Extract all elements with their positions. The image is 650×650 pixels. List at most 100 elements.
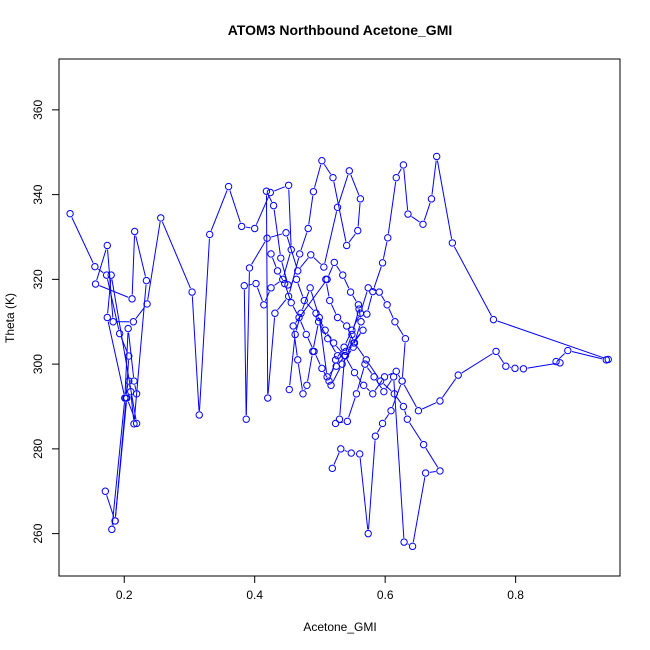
series-line-segment xyxy=(366,387,371,392)
series-line-segment xyxy=(288,189,292,246)
series-line-segment xyxy=(289,338,296,386)
series-line-segment xyxy=(297,283,304,297)
data-point xyxy=(380,387,388,396)
data-point xyxy=(287,245,295,254)
series-line-segment xyxy=(191,296,200,411)
data-point xyxy=(421,469,430,477)
series-line-segment xyxy=(270,233,283,238)
series-layer xyxy=(66,152,612,551)
series-line-segment xyxy=(345,338,352,352)
series-line-segment xyxy=(352,295,357,302)
series-line-segment xyxy=(319,321,328,373)
data-point xyxy=(121,394,129,402)
data-point xyxy=(303,381,311,390)
series-line-segment xyxy=(313,257,322,265)
series-line-segment xyxy=(356,346,365,357)
series-line-segment xyxy=(229,190,241,223)
data-point xyxy=(325,377,333,385)
series-line-segment xyxy=(461,353,493,374)
data-point xyxy=(556,359,564,367)
series-line-segment xyxy=(107,279,120,330)
series-line-segment xyxy=(135,235,146,277)
data-point xyxy=(399,402,408,411)
data-point xyxy=(294,267,302,275)
series-line-segment xyxy=(366,367,373,374)
series-line-segment xyxy=(329,342,336,353)
data-point xyxy=(318,157,326,165)
series-line-segment xyxy=(300,257,309,268)
series-line-segment xyxy=(107,321,125,395)
series-line-segment xyxy=(97,268,104,274)
data-point xyxy=(369,287,377,296)
series-line-segment xyxy=(374,379,383,391)
data-point xyxy=(364,284,372,292)
data-point xyxy=(354,226,362,235)
data-point xyxy=(604,355,612,364)
data-point xyxy=(519,365,528,373)
data-point xyxy=(324,334,332,343)
data-point xyxy=(297,309,305,317)
series-line-segment xyxy=(411,216,420,223)
data-point xyxy=(384,234,392,242)
data-point xyxy=(267,284,275,292)
data-point xyxy=(333,351,342,360)
data-point xyxy=(345,167,353,175)
series-line-segment xyxy=(127,401,136,420)
series-line-segment xyxy=(571,351,603,360)
data-point xyxy=(130,227,139,236)
series-line-segment xyxy=(387,181,397,234)
data-point xyxy=(66,209,74,218)
series-line-segment xyxy=(348,233,356,243)
data-point xyxy=(103,241,111,250)
series-line-segment xyxy=(111,279,137,420)
series-line-segment xyxy=(388,308,394,319)
data-point xyxy=(102,271,111,279)
series-line-segment xyxy=(256,287,263,302)
series-line-segment xyxy=(210,190,228,231)
data-point xyxy=(129,318,138,326)
series-line-segment xyxy=(198,238,210,411)
data-point xyxy=(315,313,323,322)
data-point xyxy=(359,326,367,334)
series-line-segment xyxy=(384,413,390,421)
data-point xyxy=(327,381,335,390)
chart-title: ATOM3 Northbound Acetone_GMI xyxy=(228,22,453,38)
data-point xyxy=(400,538,408,546)
data-point xyxy=(342,347,350,356)
series-line-segment xyxy=(307,338,313,348)
series-line-segment xyxy=(441,378,457,398)
series-line-segment xyxy=(310,291,319,314)
series-line-segment xyxy=(272,257,277,268)
data-point xyxy=(389,373,398,381)
data-point xyxy=(436,467,444,475)
data-point xyxy=(294,356,302,364)
data-point xyxy=(252,279,260,288)
data-point xyxy=(242,415,250,423)
data-point xyxy=(101,487,110,495)
data-point xyxy=(125,352,133,360)
data-point xyxy=(401,334,410,343)
data-point xyxy=(398,377,406,385)
data-point xyxy=(91,262,99,271)
series-line-segment xyxy=(358,308,361,318)
data-point xyxy=(564,346,572,355)
data-point xyxy=(285,385,293,394)
data-point xyxy=(250,224,259,233)
data-point xyxy=(511,364,519,373)
series-line-segment xyxy=(350,174,360,196)
data-point xyxy=(292,275,301,284)
series-line-segment xyxy=(125,385,129,395)
series-line-segment xyxy=(106,495,115,518)
data-point xyxy=(142,276,151,285)
data-point xyxy=(309,187,318,196)
series-line-segment xyxy=(371,288,376,292)
series-line-segment xyxy=(338,174,349,204)
series-line-segment xyxy=(274,281,280,286)
data-point xyxy=(341,351,350,360)
series-line-segment xyxy=(558,353,566,360)
series-line-segment xyxy=(314,164,322,188)
series-line-segment xyxy=(71,217,94,264)
x-tick-label: 0.8 xyxy=(507,588,524,602)
data-point xyxy=(132,419,141,428)
data-point xyxy=(378,419,387,428)
